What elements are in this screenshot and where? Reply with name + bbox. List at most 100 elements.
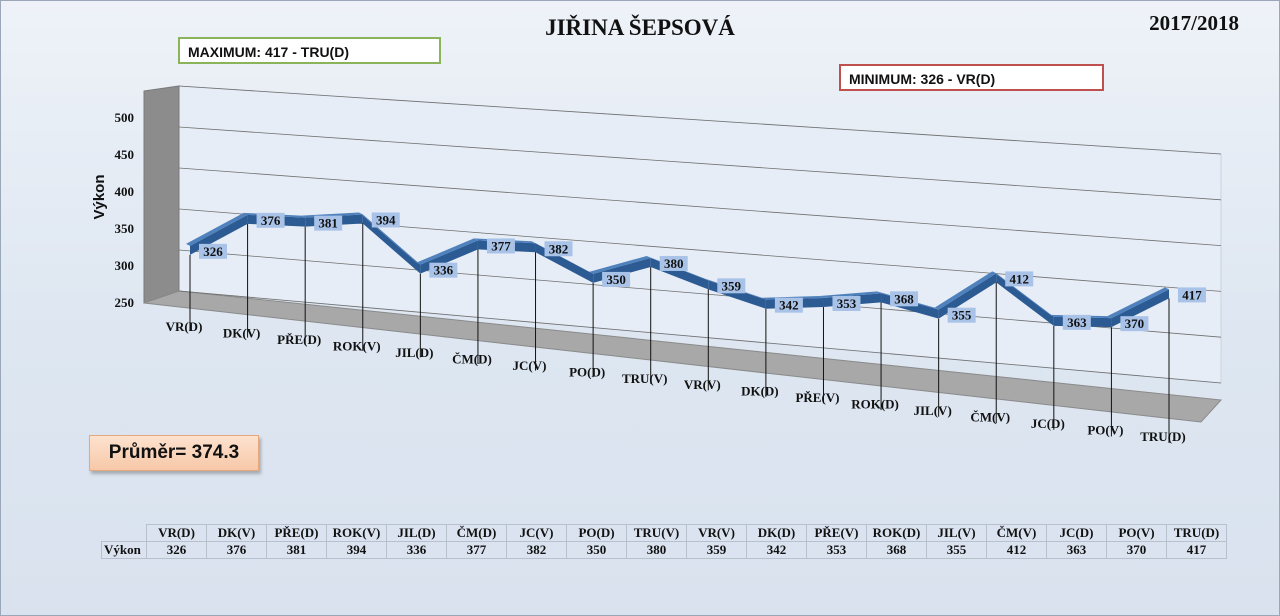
- table-header-row: VR(D) DK(V) PŘE(D) ROK(V) JIL(D) ČM(D) JC(V) PO…: [102, 524, 1227, 542]
- chart-title: JIŘINA ŠEPSOVÁ: [545, 15, 735, 40]
- y-tick-label: 300: [115, 258, 135, 273]
- data-label: 380: [664, 256, 684, 271]
- data-label: 342: [779, 298, 799, 313]
- x-tick-label: ČM(V): [970, 410, 1010, 425]
- gridline: [178, 167, 1222, 246]
- y-tick-label: 400: [115, 184, 135, 199]
- x-tick-label: PŘE(D): [277, 332, 321, 347]
- x-tick-label: JIL(D): [395, 345, 433, 360]
- x-tick-label: VR(D): [166, 319, 203, 334]
- table-value-cell: 363: [1046, 541, 1107, 559]
- table-header-cell: ČM(D): [446, 524, 507, 542]
- y-tick-label: 250: [115, 295, 135, 310]
- x-tick-label: JIL(V): [914, 403, 952, 418]
- table-header-cell: ROK(D): [866, 524, 927, 542]
- gridline: [178, 126, 1222, 201]
- table-value-cell: 412: [986, 541, 1047, 559]
- data-label: 412: [1009, 271, 1029, 286]
- y-tick-label: 500: [115, 110, 135, 125]
- x-tick-label: DK(V): [223, 325, 261, 340]
- data-label: 376: [261, 213, 281, 228]
- table-header-cell: PŘE(D): [266, 524, 327, 542]
- table-header-cell: JIL(V): [926, 524, 987, 542]
- table-header-cell: ČM(V): [986, 524, 1047, 542]
- data-label-bg: [199, 243, 227, 259]
- x-tick-label: ČM(D): [452, 351, 492, 366]
- table-header-cell: TRU(D): [1166, 524, 1227, 542]
- x-tick-label: TRU(V): [622, 371, 668, 386]
- data-label-bg: [947, 307, 976, 323]
- table-value-cell: 359: [686, 541, 747, 559]
- table-header-cell: PŘE(V): [806, 524, 867, 542]
- table-header-cell: ROK(V): [326, 524, 387, 542]
- minimum-box: MINIMUM: 326 - VR(D): [839, 64, 1104, 91]
- data-label: 382: [549, 241, 569, 256]
- table-header-cell: PO(V): [1106, 524, 1167, 542]
- data-label: 355: [952, 308, 972, 323]
- data-label-bg: [774, 297, 803, 313]
- table-value-cell: 342: [746, 541, 807, 559]
- side-wall: [144, 86, 179, 303]
- table-value-cell: 377: [446, 541, 507, 559]
- gridline: [178, 249, 1222, 338]
- table-value-cell: 336: [386, 541, 447, 559]
- line-ribbon-top: [589, 255, 651, 274]
- table-value-cell: 417: [1166, 541, 1227, 559]
- table-header-cell: JC(V): [506, 524, 567, 542]
- x-tick-label: TRU(D): [1140, 429, 1186, 444]
- data-label: 370: [1125, 316, 1145, 331]
- chart-area: 250 300 350 400 450 500 Výkon 326 376 381 394 336 37…: [91, 85, 1223, 444]
- data-label: 368: [894, 291, 914, 306]
- line-ribbon-side: [996, 273, 1054, 326]
- table-header-cell: TRU(V): [626, 524, 687, 542]
- data-label: 363: [1067, 315, 1087, 330]
- table-value-cell: 353: [806, 541, 867, 559]
- data-label: 377: [491, 238, 511, 253]
- x-tick-label: ROK(D): [851, 397, 899, 412]
- floor-top: [143, 290, 1223, 423]
- table-value-cell: 382: [506, 541, 567, 559]
- table-values-row: Výkon 326 376 381 394 336 377 382 350 380 359 342 35…: [101, 541, 1227, 559]
- y-axis-title: Výkon: [91, 174, 108, 219]
- maximum-box: MAXIMUM: 417 - TRU(D): [178, 37, 441, 64]
- data-label-bg: [486, 238, 515, 254]
- line-ribbon-top: [934, 271, 997, 310]
- x-tick-label: DK(D): [741, 384, 779, 399]
- table-value-cell: 368: [866, 541, 927, 559]
- line-ribbon-top: [1107, 287, 1169, 319]
- x-tick-label: JC(D): [1031, 416, 1065, 431]
- line-ribbon-top: [186, 212, 248, 246]
- data-label-bg: [890, 291, 919, 307]
- data-label: 394: [376, 212, 396, 227]
- data-label-bg: [832, 296, 861, 312]
- x-tick-label: JC(V): [513, 358, 547, 373]
- data-label-bg: [1005, 271, 1034, 287]
- x-tick-label: VR(V): [684, 377, 721, 392]
- table-value-cell: 381: [266, 541, 327, 559]
- data-label-bg: [256, 212, 285, 228]
- data-label-bg: [1178, 287, 1206, 303]
- table-value-cell: 350: [566, 541, 627, 559]
- table-value-cell: 394: [326, 541, 387, 559]
- data-label-bg: [1062, 314, 1091, 330]
- average-box: Průměr= 374.3: [89, 435, 259, 471]
- table-header-cell: VR(D): [146, 524, 207, 542]
- data-label-bg: [659, 255, 688, 271]
- table-row-label: Výkon: [101, 541, 147, 559]
- table-header-cell: DK(V): [206, 524, 267, 542]
- x-tick-label: ROK(V): [333, 338, 381, 353]
- y-tick-label: 450: [115, 147, 135, 162]
- data-label: 381: [318, 216, 338, 231]
- table-value-cell: 380: [626, 541, 687, 559]
- line-ribbon-top: [416, 238, 478, 265]
- data-label: 326: [203, 244, 223, 259]
- data-label: 350: [606, 272, 626, 287]
- x-tick-label: PO(V): [1087, 423, 1123, 438]
- data-label-bg: [717, 278, 746, 294]
- season-label: 2017/2018: [1149, 11, 1239, 35]
- x-tick-label: PŘE(V): [795, 390, 839, 405]
- table-header-cell: DK(D): [746, 524, 807, 542]
- x-tick-label: PO(D): [569, 364, 605, 379]
- line-ribbon-side: [362, 214, 421, 274]
